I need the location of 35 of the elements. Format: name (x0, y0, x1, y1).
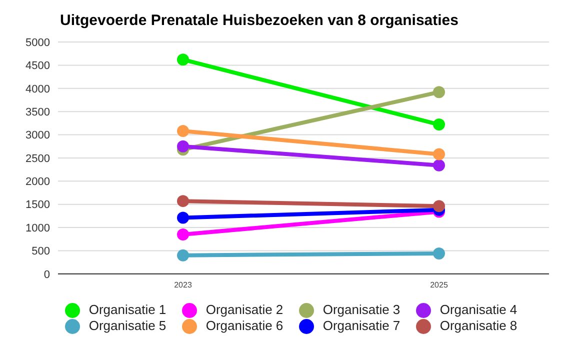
y-tick-label: 3000 (26, 130, 50, 142)
point (177, 140, 189, 152)
legend-label: Organisatie 3 (322, 302, 402, 317)
y-tick-label: 500 (32, 246, 50, 258)
legend-label: Organisatie 6 (204, 318, 284, 333)
y-tick-label: 5000 (26, 36, 50, 49)
legend-label: Organisatie 2 (204, 302, 284, 317)
legend-label: Organisatie 7 (322, 318, 402, 333)
point (433, 159, 445, 172)
point (177, 249, 189, 262)
legend-label: Organisatie 5 (88, 318, 168, 333)
y-tick-label: 2500 (26, 152, 50, 165)
legend-label: Organisatie 1 (88, 302, 168, 317)
legend-label: Organisatie 4 (438, 302, 518, 317)
point (177, 125, 189, 138)
legend-label: Organisatie 8 (438, 318, 518, 333)
point (433, 86, 445, 98)
point (433, 200, 445, 212)
point (433, 247, 445, 260)
point (177, 54, 189, 66)
point (177, 195, 189, 208)
y-tick-label: 1500 (26, 199, 50, 212)
point (433, 148, 445, 160)
y-tick-label: 4000 (26, 83, 50, 96)
point (177, 212, 189, 224)
point (433, 118, 445, 131)
x-tick-label: 2023 (174, 280, 192, 290)
x-tick-label: 2025 (430, 280, 448, 290)
y-tick-label: 2000 (26, 176, 50, 188)
y-tick-label: 0 (44, 268, 50, 281)
chart-title: Uitgevoerde Prenatale Huisbezoeken van 8 organisaties (59, 11, 460, 31)
y-tick-label: 3500 (26, 106, 50, 118)
point (177, 228, 189, 240)
y-tick-label: 1000 (26, 222, 50, 234)
y-tick-label: 4500 (26, 60, 50, 72)
